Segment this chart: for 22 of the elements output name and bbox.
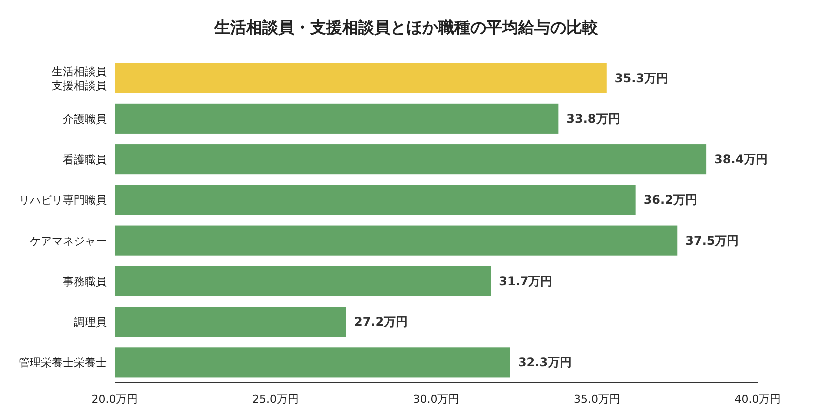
x-tick-label: 35.0万円: [574, 393, 620, 406]
data-label: 31.7万円: [499, 274, 553, 288]
data-label: 33.8万円: [566, 112, 620, 126]
y-tick-label: 看護職員: [63, 154, 107, 167]
data-label: 38.4万円: [714, 152, 768, 167]
x-tick-label: 40.0万円: [734, 393, 782, 406]
y-tick-label: 生活相談員支援相談員: [52, 65, 107, 92]
y-tick-label: 調理員: [74, 316, 107, 330]
x-tick-label: 25.0万円: [252, 393, 299, 406]
y-tick-label: 管理栄養士栄養士: [19, 356, 107, 370]
x-tick-label: 20.0万円: [92, 393, 138, 406]
y-tick-label: ケアマネジャー: [30, 234, 107, 248]
y-tick-label: 事務職員: [63, 275, 107, 288]
data-label: 32.3万円: [518, 356, 572, 370]
data-label: 35.3万円: [614, 71, 669, 86]
x-tick-label: 30.0万円: [413, 393, 460, 406]
data-label: 36.2万円: [644, 193, 698, 208]
y-tick-label: 介護職員: [63, 112, 107, 126]
data-label: 37.5万円: [686, 234, 740, 248]
chart-title: 生活相談員・支援相談員とほか職種の平均給与の比較: [214, 18, 600, 37]
y-tick-label: リハビリ専門職員: [19, 194, 107, 208]
data-label: 27.2万円: [354, 315, 408, 330]
